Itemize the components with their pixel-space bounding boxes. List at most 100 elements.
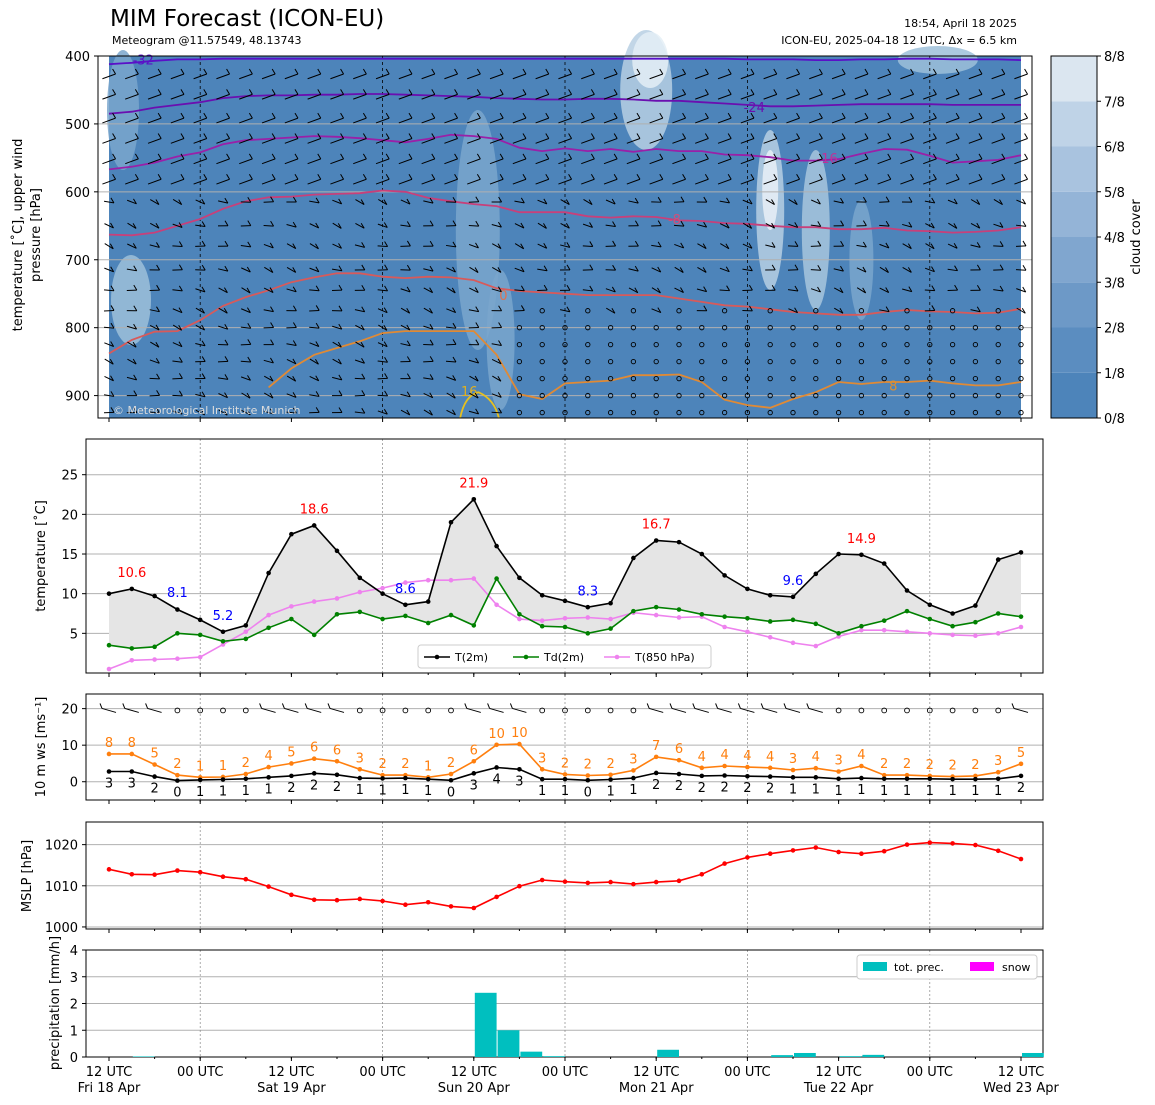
day-label: Fri 18 Apr — [78, 1081, 141, 1096]
wind-barb — [719, 223, 730, 229]
calm-wind-marker — [220, 707, 226, 714]
t850-line-point — [425, 577, 431, 583]
wind-barb — [239, 138, 253, 144]
wind-barb — [932, 153, 937, 160]
wind-barb — [375, 117, 390, 124]
calm-wind-marker — [813, 308, 819, 314]
wind-barb — [110, 391, 115, 397]
wind-barb — [999, 285, 1004, 292]
wind-barb — [103, 200, 115, 204]
wind-barb — [978, 173, 983, 180]
wind-barb — [338, 284, 343, 291]
wind-barb — [877, 93, 891, 100]
wind-barb — [976, 284, 981, 291]
td2m-line-point — [175, 631, 180, 636]
wind-barb — [605, 199, 616, 205]
calm-wind-marker — [904, 341, 910, 348]
wind-barb — [127, 358, 137, 365]
wind-barb — [149, 222, 160, 229]
colorbar-tick-label: 6/8 — [1104, 141, 1125, 156]
wind-barb — [247, 196, 252, 203]
wind-barb — [246, 287, 251, 294]
calm-wind-marker — [539, 308, 545, 314]
wind-barb — [498, 407, 503, 414]
wind-barb — [259, 703, 263, 709]
wind-barb — [696, 223, 707, 228]
colorbar-tick-label: 5/8 — [1104, 186, 1125, 201]
wind-barb — [692, 703, 696, 709]
wind-barb — [568, 89, 573, 95]
wind-barb — [651, 287, 661, 294]
cloud-patch — [897, 46, 978, 74]
wind-barb — [885, 306, 890, 312]
wind-barb — [1014, 93, 1028, 100]
wind-barb — [879, 266, 889, 273]
isotherm-label: -24 — [744, 101, 765, 116]
y-tick-label: 900 — [65, 390, 90, 405]
wind-barb — [224, 265, 229, 272]
wind-barb — [976, 199, 981, 205]
t2m-line-point — [562, 598, 568, 604]
wind-barb — [355, 341, 365, 348]
wind-barb — [740, 93, 755, 100]
wind-barb — [330, 117, 344, 124]
wind-barb — [522, 153, 527, 160]
wind-barb — [717, 93, 732, 100]
t2m-line-point — [995, 557, 1001, 562]
wind-barb — [1024, 112, 1029, 119]
wind-barb — [156, 242, 160, 248]
wind-barb — [978, 89, 983, 95]
wind-barb — [354, 377, 365, 380]
wind-barb — [560, 199, 570, 205]
wind-barb — [489, 138, 504, 144]
wind-barb — [452, 356, 457, 363]
speed-line-point — [517, 766, 522, 772]
colorbar-segment — [1051, 282, 1097, 328]
wind-barb — [112, 173, 117, 180]
gust-line-point — [357, 766, 363, 772]
calm-wind-marker — [835, 409, 842, 416]
wind-barb — [332, 341, 342, 348]
td2m-line-point — [380, 616, 385, 622]
t2m-line-point — [1018, 550, 1024, 555]
t2m-line-point — [220, 629, 226, 635]
wind-barb — [270, 322, 275, 328]
mslp-line-point — [471, 905, 477, 911]
wind-barb — [489, 73, 504, 80]
wind-barb — [497, 286, 502, 292]
gust-line-point — [1018, 761, 1024, 767]
y-tick-label: 1000 — [45, 921, 78, 936]
gust-value-label: 2 — [606, 757, 614, 772]
wind-barb — [248, 112, 253, 119]
wind-barb — [566, 284, 571, 291]
wind-barb — [247, 322, 252, 329]
calm-wind-marker — [904, 358, 910, 365]
wind-barb — [742, 199, 753, 205]
wind-barb — [611, 286, 616, 293]
calm-wind-marker — [516, 341, 523, 348]
td2m-line-point — [790, 617, 796, 623]
wind-barb — [315, 266, 320, 273]
calm-wind-marker — [676, 325, 682, 331]
calm-wind-marker — [585, 308, 591, 314]
wind-barb — [786, 178, 800, 185]
calm-wind-marker — [881, 392, 887, 399]
wind-barb — [315, 322, 320, 329]
wind-barb — [1022, 198, 1027, 205]
wind-barb — [970, 309, 981, 313]
wind-barb — [385, 112, 390, 119]
wind-barb — [727, 68, 732, 75]
mslp-line-point — [676, 878, 682, 884]
wind-barb — [877, 158, 891, 165]
wind-barb — [149, 377, 160, 380]
wind-barb — [315, 305, 320, 311]
wind-barb — [854, 158, 869, 165]
calm-wind-marker — [676, 308, 682, 314]
wind-barb — [156, 306, 160, 312]
wind-barb — [499, 133, 504, 139]
wind-barb — [239, 178, 253, 185]
wind-barb — [908, 221, 913, 228]
td2m-line-point — [653, 604, 659, 610]
speed-line-point — [152, 774, 157, 779]
wind-barb — [930, 222, 935, 229]
